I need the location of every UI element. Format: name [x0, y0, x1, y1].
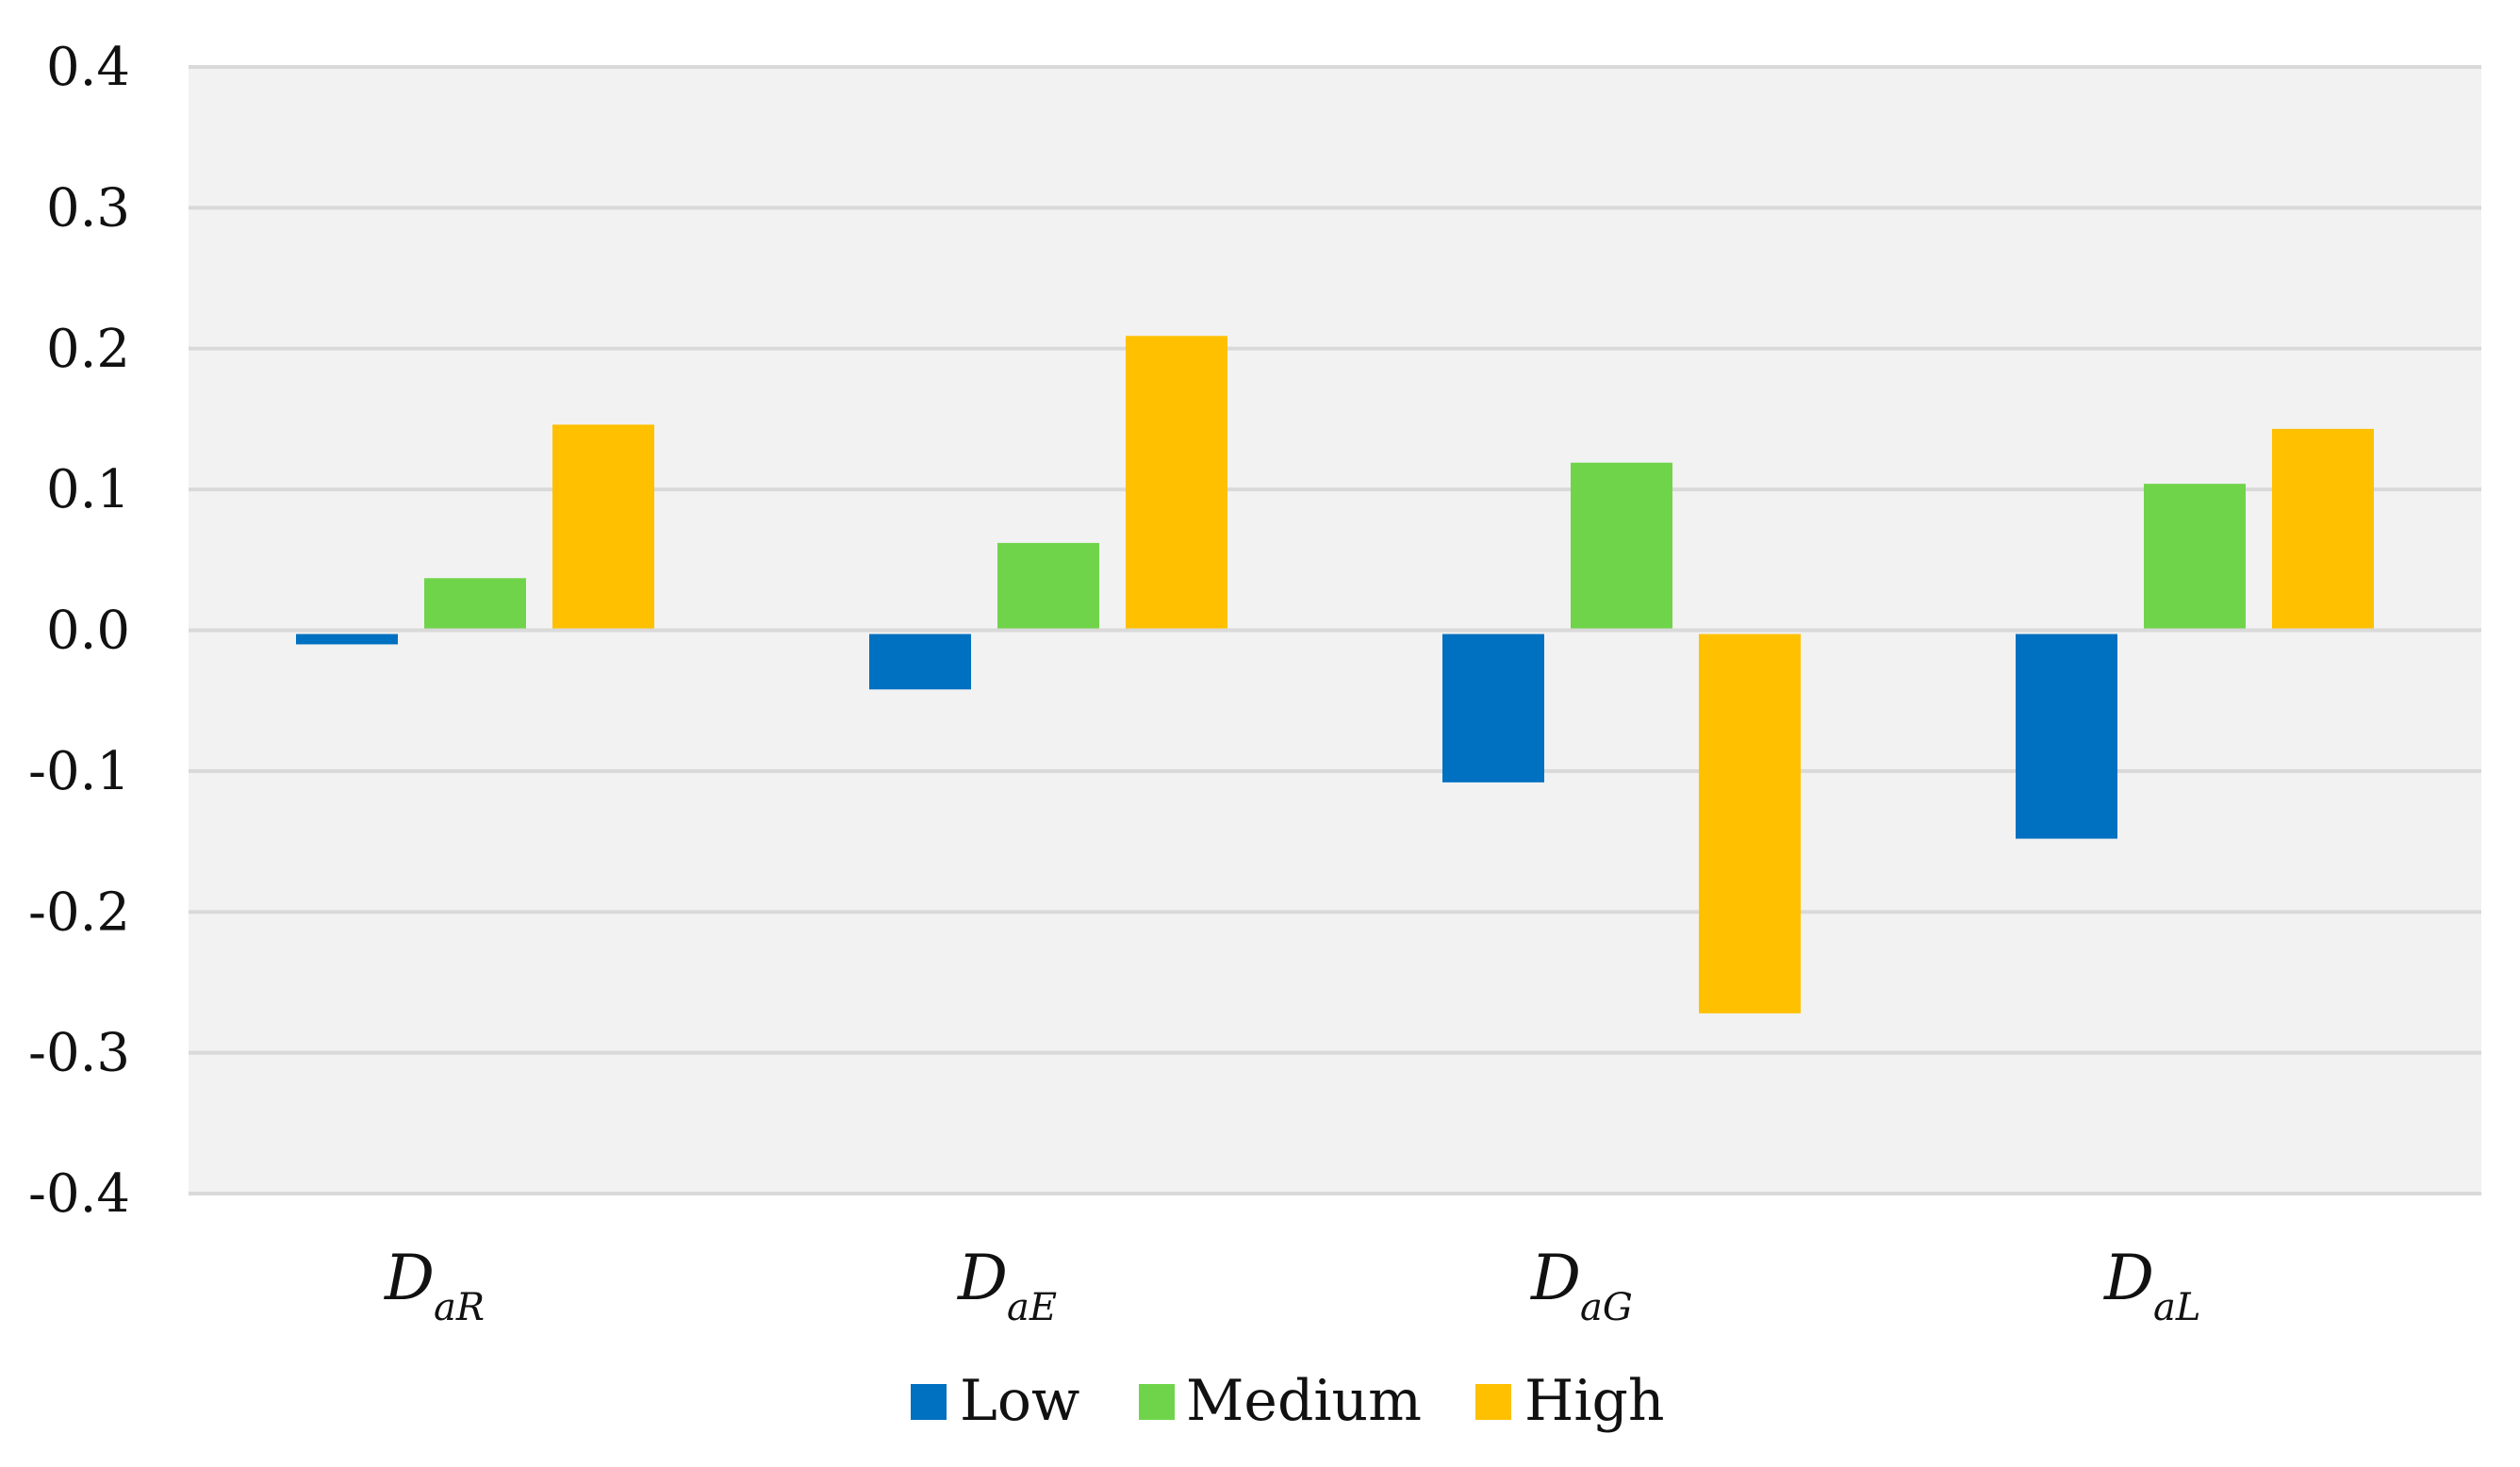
bar-low-ae: [869, 634, 971, 690]
y-tick-label: 0.3: [46, 177, 130, 239]
x-category-subscript: aL: [2153, 1286, 2200, 1329]
bar-medium-ar: [424, 578, 526, 629]
y-tick-label: -0.2: [28, 882, 130, 943]
bar-high-ae: [1126, 336, 1227, 629]
x-category-subscript: aG: [1580, 1286, 1633, 1329]
legend-label: Low: [960, 1368, 1079, 1434]
x-category-subscript: aE: [1007, 1286, 1057, 1329]
y-axis-tick-labels: 0.4 0.3 0.2 0.1 0.0 -0.1 -0.2 -0.3 -0.4: [28, 37, 130, 1225]
y-tick-label: -0.1: [28, 741, 130, 802]
bar-low-ar: [296, 634, 398, 645]
bars: [296, 336, 2374, 1014]
x-category-main: D: [2103, 1242, 2154, 1314]
y-tick-label: 0.1: [46, 459, 130, 520]
legend-label: High: [1524, 1368, 1665, 1434]
y-tick-label: -0.3: [28, 1023, 130, 1084]
x-category-main: D: [957, 1242, 1008, 1314]
y-tick-label: 0.2: [46, 319, 130, 380]
legend-swatch: [1475, 1384, 1511, 1420]
bar-medium-al: [2144, 484, 2246, 629]
bar-high-ag: [1699, 634, 1801, 1014]
bar-high-ar: [552, 424, 654, 629]
y-tick-label: 0.0: [46, 601, 130, 662]
legend-item-low: Low: [911, 1368, 1079, 1434]
legend-item-medium: Medium: [1139, 1368, 1422, 1434]
x-category-main: D: [1530, 1242, 1581, 1314]
y-tick-label: 0.4: [46, 37, 130, 98]
legend-item-high: High: [1475, 1368, 1665, 1434]
bar-low-ag: [1442, 634, 1544, 783]
legend-label: Medium: [1186, 1368, 1422, 1434]
bar-high-al: [2272, 428, 2374, 629]
x-category-main: D: [384, 1242, 435, 1314]
y-tick-label: -0.4: [28, 1163, 130, 1225]
x-category-subscript: aR: [434, 1286, 485, 1329]
legend: Low Medium High: [911, 1368, 1665, 1434]
legend-swatch: [911, 1384, 947, 1420]
bar-medium-ae: [997, 542, 1099, 629]
bar-medium-ag: [1571, 462, 1672, 629]
legend-swatch: [1139, 1384, 1175, 1420]
bar-low-al: [2016, 634, 2117, 839]
